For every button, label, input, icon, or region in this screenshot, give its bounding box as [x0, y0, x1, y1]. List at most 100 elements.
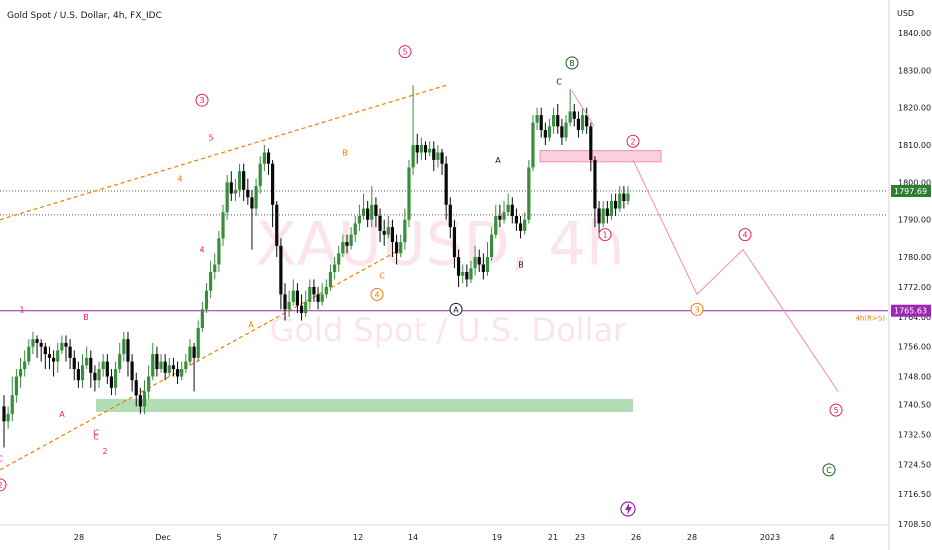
candle: [324, 279, 328, 299]
candle-body: [68, 346, 72, 358]
candle: [35, 335, 39, 358]
candle-body: [444, 163, 448, 205]
candle: [366, 201, 370, 228]
price-tick-label: 1780.00: [898, 253, 931, 262]
candle: [568, 89, 572, 127]
chart-title: Gold Spot / U.S. Dollar, 4h, FX_IDC: [7, 11, 162, 21]
candle-body: [72, 357, 76, 370]
candle-body: [568, 111, 572, 123]
candle: [593, 156, 597, 228]
candle-body: [324, 286, 328, 295]
candle-body: [320, 294, 324, 302]
wave-label: A: [59, 410, 65, 419]
candle: [23, 350, 27, 377]
candle-body: [184, 361, 188, 370]
candle: [229, 171, 233, 202]
candle-body: [23, 361, 27, 370]
wave-label-text: 1: [602, 231, 607, 240]
candle: [614, 193, 618, 216]
candle-body: [47, 354, 52, 358]
candle-body: [390, 227, 395, 243]
candle: [180, 361, 184, 381]
candle-body: [304, 301, 308, 314]
candle-body: [605, 208, 609, 216]
time-tick-label: 21: [548, 533, 558, 542]
time-tick-label: 7: [272, 533, 277, 542]
wave-label-circled: 5: [398, 45, 412, 59]
candle-body: [589, 126, 593, 160]
candle: [423, 141, 428, 160]
candle: [564, 115, 568, 142]
candle-body: [242, 171, 246, 190]
price-tick-label: 1840.00: [898, 29, 931, 38]
candle-body: [312, 286, 316, 295]
price-tick-label: 1830.00: [898, 66, 931, 75]
candle: [196, 320, 200, 362]
candle-body: [423, 145, 428, 153]
wave-label-circled: C: [822, 463, 836, 477]
candle: [138, 387, 142, 414]
candle-body: [469, 268, 473, 280]
candle: [440, 148, 444, 175]
price-tick-label: 1724.50: [898, 460, 931, 469]
candle-body: [262, 152, 266, 164]
candle: [461, 264, 465, 284]
candle: [113, 361, 118, 396]
candle-body: [2, 406, 6, 422]
candle-body: [378, 215, 382, 231]
candle: [407, 159, 411, 228]
candle: [411, 85, 415, 175]
candle-body: [531, 122, 535, 168]
price-tick-label: 1764.00: [898, 313, 931, 322]
candle: [14, 369, 18, 403]
candle: [448, 197, 452, 239]
wave-label: A: [248, 320, 254, 329]
wave-label-text: 3: [694, 305, 699, 314]
candle-body: [349, 234, 353, 246]
candle-body: [622, 193, 626, 202]
candle: [237, 163, 242, 198]
candle-body: [585, 115, 589, 127]
candle: [523, 212, 527, 235]
candle: [250, 189, 254, 250]
candle: [456, 249, 461, 287]
candle-body: [229, 182, 233, 194]
candle-body: [266, 152, 271, 164]
wave-label: 5: [208, 134, 213, 143]
wave-label-circled: A: [449, 302, 463, 316]
candle: [10, 376, 14, 422]
candle-body: [134, 380, 138, 396]
time-tick-label: 19: [492, 533, 502, 542]
candle: [320, 283, 324, 306]
wave-label-ring: [0, 478, 7, 492]
candle-body: [188, 346, 192, 362]
candle-body: [576, 118, 581, 131]
candle: [494, 204, 498, 239]
candle: [510, 197, 514, 224]
candle-body: [370, 204, 374, 220]
candle-body: [535, 115, 539, 123]
candle: [609, 193, 614, 220]
candle-body: [485, 257, 490, 272]
candle-body: [597, 208, 601, 224]
candle: [547, 118, 552, 142]
candle-body: [440, 152, 444, 164]
candle: [188, 339, 192, 366]
candle: [279, 238, 283, 310]
wave-label-text: 2: [630, 137, 635, 146]
candle: [481, 253, 485, 280]
candle: [68, 339, 72, 370]
lightning-icon-bolt: [625, 503, 632, 515]
wave-label-ring: [829, 403, 843, 417]
candle-body: [80, 365, 85, 381]
candle: [155, 346, 159, 377]
candle: [436, 145, 440, 168]
candle-body: [498, 215, 502, 220]
candle-body: [225, 182, 229, 213]
wave-label-ring: [195, 93, 209, 107]
price-tick-label: 1756.00: [898, 343, 931, 352]
candle-body: [308, 286, 312, 302]
candle-body: [490, 234, 494, 258]
candle-body: [539, 115, 543, 131]
